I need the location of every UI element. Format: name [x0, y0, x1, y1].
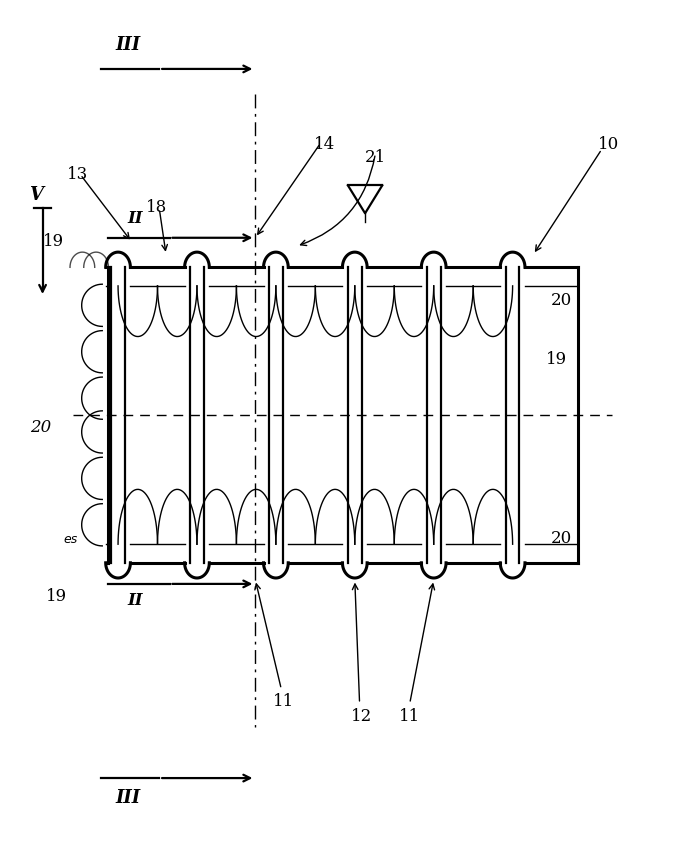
Text: 13: 13: [67, 166, 88, 183]
Text: 21: 21: [365, 149, 387, 166]
Text: 11: 11: [272, 694, 294, 711]
Text: 19: 19: [46, 588, 67, 605]
Text: 19: 19: [43, 233, 63, 250]
Text: 20: 20: [551, 530, 572, 547]
Text: III: III: [116, 789, 141, 807]
Text: V: V: [29, 185, 43, 204]
Text: es: es: [63, 534, 77, 546]
Text: III: III: [116, 36, 141, 54]
Text: 10: 10: [599, 136, 619, 153]
Text: 18: 18: [145, 199, 167, 217]
Text: II: II: [127, 209, 143, 227]
Text: 11: 11: [400, 707, 421, 725]
Text: II: II: [127, 592, 143, 609]
Text: 20: 20: [30, 419, 52, 436]
Text: 20: 20: [551, 292, 572, 309]
Text: 12: 12: [351, 707, 373, 725]
Text: 19: 19: [546, 352, 566, 368]
Text: 14: 14: [313, 136, 335, 153]
